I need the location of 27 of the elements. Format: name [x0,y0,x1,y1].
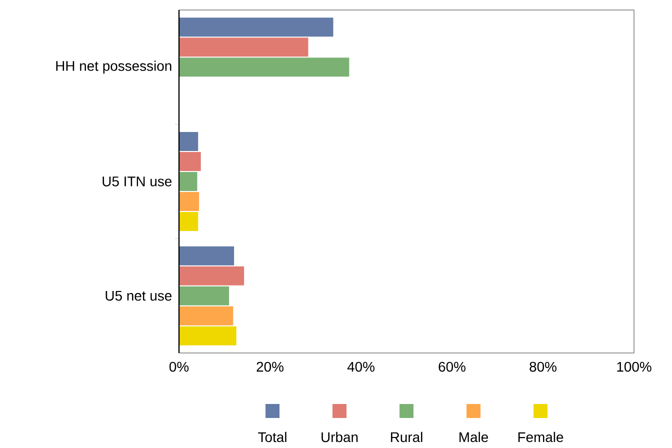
bar [179,212,198,231]
bar [179,266,244,286]
legend-label: Male [460,432,488,442]
bar [179,18,334,37]
bar [179,152,201,171]
bar [179,58,350,77]
y-tick-label: HH net possession [56,60,172,74]
bar [179,306,234,326]
x-tick-label: 0% [169,362,189,372]
y-tick-label: U5 ITN use [102,176,172,186]
bar [179,172,198,191]
legend-label: Urban [322,432,358,442]
bar [179,132,198,151]
x-tick-label: 80% [530,362,556,372]
bar [179,326,236,346]
x-tick-label: 60% [438,362,466,372]
legend-label: Total [258,432,286,442]
legend-label: Female [518,432,564,442]
bar [179,192,200,211]
y-tick-label: U5 net use [106,290,172,301]
x-tick-label: 100% [617,362,652,372]
bar [179,286,230,306]
x-tick-label: 20% [256,362,284,372]
legend-label: Rural [390,432,422,442]
x-tick-label: 40% [347,362,374,372]
bar [179,38,308,57]
bar [179,246,234,266]
